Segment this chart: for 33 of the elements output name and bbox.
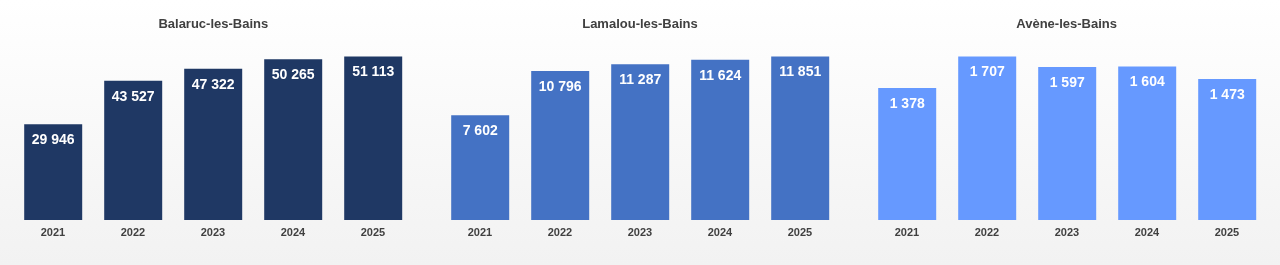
- chart-title: Lamalou-les-Bains: [582, 16, 698, 33]
- x-tick-label: 2022: [121, 225, 146, 238]
- x-tick-label: 2023: [627, 225, 653, 238]
- data-label: 11 851: [779, 63, 822, 80]
- data-label: 47 322: [192, 75, 236, 92]
- x-tick-label: 2021: [894, 225, 919, 238]
- chart-title: Balaruc-les-Bains: [158, 16, 269, 33]
- data-label: 29 946: [32, 131, 76, 148]
- data-label: 7 602: [462, 122, 498, 139]
- x-tick-label: 2021: [467, 225, 493, 238]
- x-tick-label: 2022: [974, 225, 999, 238]
- data-label: 11 624: [699, 66, 742, 83]
- x-tick-label: 2023: [201, 225, 226, 238]
- x-tick-label: 2025: [787, 225, 813, 238]
- data-label: 11 287: [619, 71, 662, 88]
- data-label: 51 113: [352, 63, 395, 80]
- data-label: 1 604: [1129, 73, 1165, 90]
- x-tick-label: 2021: [41, 225, 66, 238]
- x-tick-label: 2024: [707, 225, 734, 238]
- x-tick-label: 2024: [1134, 225, 1160, 238]
- x-tick-label: 2023: [1054, 225, 1079, 238]
- data-label: 1 473: [1209, 85, 1245, 102]
- x-tick-label: 2025: [1214, 225, 1239, 238]
- chart-title: Avène-les-Bains: [1016, 16, 1117, 33]
- data-label: 43 527: [112, 87, 156, 104]
- data-label: 50 265: [272, 66, 316, 83]
- data-label: 1 378: [889, 94, 925, 111]
- x-tick-label: 2022: [547, 225, 573, 238]
- data-label: 1 597: [1049, 74, 1085, 91]
- data-label: 10 796: [538, 78, 582, 95]
- x-tick-label: 2025: [361, 225, 386, 238]
- x-tick-label: 2024: [281, 225, 307, 238]
- data-label: 1 707: [969, 63, 1005, 80]
